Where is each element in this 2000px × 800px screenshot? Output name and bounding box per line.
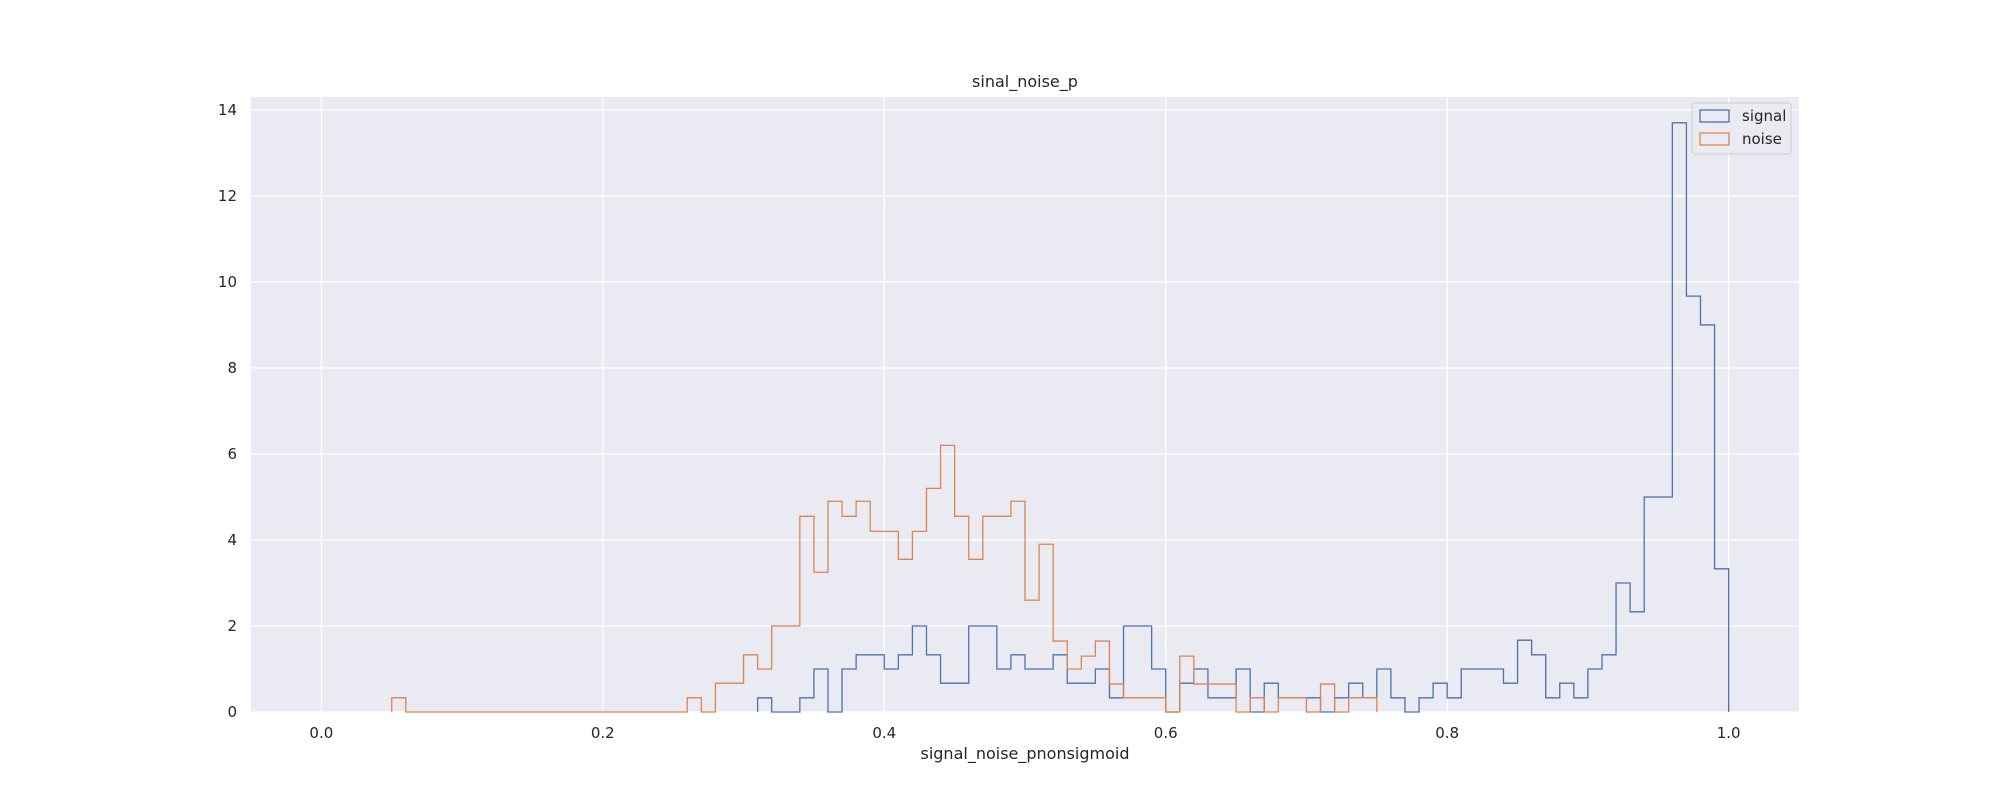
legend: signal noise	[1691, 102, 1792, 155]
y-tick-label: 2	[227, 617, 237, 635]
chart-title: sinal_noise_p	[972, 72, 1078, 92]
x-axis-ticks: 0.0 0.2 0.4 0.6 0.8 1.0	[309, 724, 1740, 742]
x-tick-label: 0.2	[591, 724, 615, 742]
y-tick-label: 12	[218, 187, 237, 205]
legend-swatch-noise	[1699, 132, 1730, 146]
x-tick-label: 0.0	[309, 724, 333, 742]
y-tick-label: 8	[227, 359, 237, 377]
y-axis-ticks: 0 2 4 6 8 10 12 14	[218, 101, 237, 721]
legend-frame	[1691, 102, 1792, 155]
histogram-step-noise	[391, 444, 1378, 713]
x-tick-label: 0.8	[1435, 724, 1459, 742]
y-tick-label: 4	[227, 531, 237, 549]
y-tick-label: 14	[218, 101, 237, 119]
grid-lines	[251, 97, 1799, 713]
x-axis-title: signal_noise_pnonsigmoid	[920, 744, 1129, 764]
histogram-series	[391, 122, 1730, 713]
legend-swatch-signal	[1699, 109, 1730, 123]
x-tick-label: 0.6	[1154, 724, 1178, 742]
legend-label-noise: noise	[1742, 130, 1782, 148]
y-tick-label: 6	[227, 445, 237, 463]
x-tick-label: 0.4	[872, 724, 896, 742]
x-tick-label: 1.0	[1717, 724, 1741, 742]
y-tick-label: 10	[218, 273, 237, 291]
plot-background	[251, 97, 1799, 712]
legend-label-signal: signal	[1742, 107, 1786, 125]
y-tick-label: 0	[227, 703, 237, 721]
